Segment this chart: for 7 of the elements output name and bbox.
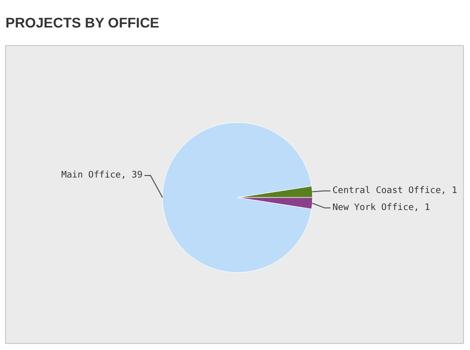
data-label: , 1 [440, 186, 458, 196]
chart-title: PROJECTS BY OFFICE [6, 14, 160, 30]
slice-label: New York Office [332, 202, 414, 213]
data-label: , 1 [414, 202, 430, 213]
data-label: , 39 [120, 170, 143, 180]
slice-label: Main Office [61, 170, 121, 180]
slice-label: Central Coast Office [332, 186, 441, 196]
